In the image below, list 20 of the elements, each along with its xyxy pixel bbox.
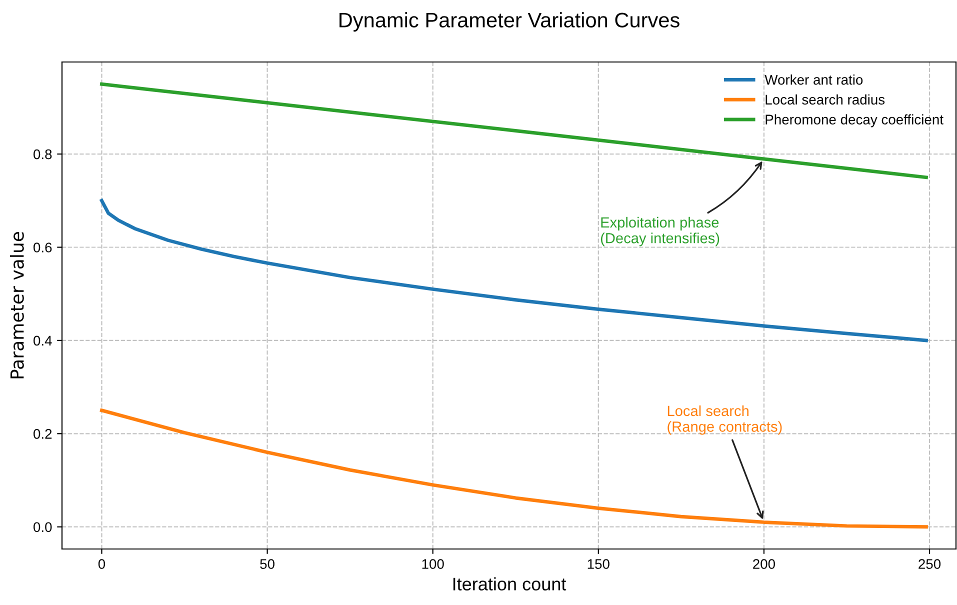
annotation: Exploitation phase (Decay intensifies) — [600, 216, 720, 246]
x-tick-label: 150 — [588, 559, 610, 569]
chart-title: Dynamic Parameter Variation Curves — [340, 12, 680, 32]
y-tick-label: 0.2 — [34, 428, 52, 439]
y-axis-title: Parameter value — [10, 232, 24, 378]
x-tick-label: 50 — [260, 559, 274, 569]
x-tick-label: 250 — [918, 559, 941, 569]
x-tick-label: 100 — [422, 559, 444, 569]
y-tick-label: 0.0 — [34, 522, 52, 532]
y-tick-label: 0.4 — [34, 336, 52, 346]
legend-label: Local search radius — [766, 94, 885, 105]
y-tick-label: 0.6 — [34, 242, 52, 252]
x-axis-title: Iteration count — [453, 577, 566, 590]
line-series — [100, 198, 928, 342]
annotation: Local search (Range contracts) — [668, 405, 782, 435]
legend-label: Pheromone decay coefficient — [766, 114, 944, 128]
y-tick-label: 0.8 — [34, 149, 52, 160]
x-tick-label: 0 — [98, 559, 106, 569]
x-tick-label: 200 — [753, 559, 775, 569]
legend-label: Worker ant ratio — [764, 74, 863, 85]
